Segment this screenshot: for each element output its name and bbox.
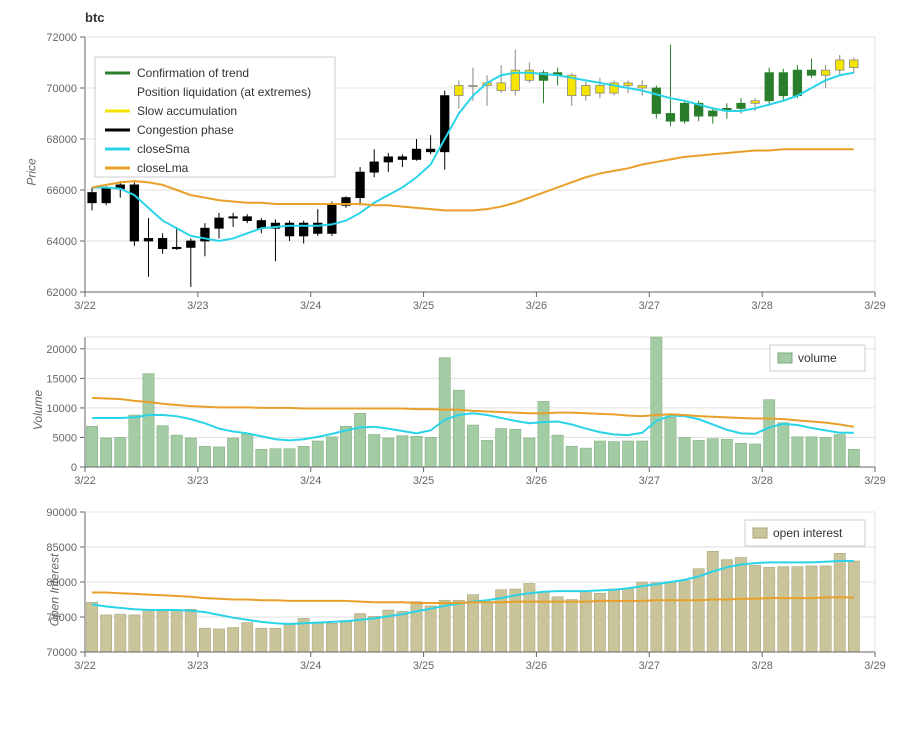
svg-text:3/23: 3/23	[187, 300, 208, 312]
svg-text:70000: 70000	[46, 647, 77, 659]
price-y-label: Price	[25, 158, 39, 185]
svg-text:3/24: 3/24	[300, 660, 321, 672]
svg-text:10000: 10000	[46, 403, 77, 415]
svg-text:3/25: 3/25	[413, 660, 434, 672]
svg-text:3/28: 3/28	[751, 300, 772, 312]
svg-text:Confirmation of trend: Confirmation of trend	[137, 66, 249, 80]
svg-text:Slow accumulation: Slow accumulation	[137, 104, 237, 118]
svg-text:3/27: 3/27	[639, 300, 660, 312]
svg-text:90000: 90000	[46, 507, 77, 519]
svg-text:66000: 66000	[46, 185, 77, 197]
svg-text:5000: 5000	[53, 432, 77, 444]
svg-text:3/29: 3/29	[864, 475, 885, 487]
svg-text:3/29: 3/29	[864, 660, 885, 672]
chart-title: btc	[85, 10, 890, 25]
volume-y-label: Volume	[31, 389, 45, 429]
svg-text:72000: 72000	[46, 32, 77, 44]
svg-text:3/23: 3/23	[187, 660, 208, 672]
svg-text:3/22: 3/22	[74, 475, 95, 487]
svg-text:3/26: 3/26	[526, 300, 547, 312]
price-panel: Price 62000 64000 66000 68000 70000 72000 3/22…	[10, 27, 890, 317]
svg-text:3/22: 3/22	[74, 300, 95, 312]
oi-panel: Open Interest 70000750008000085000900003…	[10, 502, 890, 677]
svg-text:85000: 85000	[46, 542, 77, 554]
svg-text:62000: 62000	[46, 287, 77, 299]
svg-text:3/26: 3/26	[526, 475, 547, 487]
svg-text:68000: 68000	[46, 134, 77, 146]
svg-text:3/28: 3/28	[751, 475, 772, 487]
chart-container: btc Price 62000 64000 66000 68000 70000 72000…	[10, 10, 890, 677]
volume-panel: Volume 0 5000 10000 15000 20000 3/22 3/23 3/24 3…	[10, 327, 890, 492]
volume-chart: 0 5000 10000 15000 20000 3/22 3/23 3/24 3/25 3/26…	[10, 327, 890, 492]
price-chart: 62000 64000 66000 68000 70000 72000 3/22 3/23 3/…	[10, 27, 890, 317]
svg-text:3/23: 3/23	[187, 475, 208, 487]
svg-text:20000: 20000	[46, 344, 77, 356]
svg-text:3/26: 3/26	[526, 660, 547, 672]
oi-chart: 70000750008000085000900003/223/233/243/2…	[10, 502, 890, 677]
svg-text:0: 0	[71, 462, 77, 474]
svg-text:closeLma: closeLma	[137, 161, 189, 175]
svg-text:volume: volume	[798, 351, 837, 365]
svg-text:3/24: 3/24	[300, 475, 321, 487]
svg-text:3/25: 3/25	[413, 475, 434, 487]
svg-text:3/27: 3/27	[639, 475, 660, 487]
svg-text:open interest: open interest	[773, 526, 843, 540]
svg-text:64000: 64000	[46, 236, 77, 248]
svg-text:3/24: 3/24	[300, 300, 321, 312]
svg-text:3/22: 3/22	[74, 660, 95, 672]
svg-text:Congestion phase: Congestion phase	[137, 123, 234, 137]
svg-text:3/27: 3/27	[639, 660, 660, 672]
svg-text:3/25: 3/25	[413, 300, 434, 312]
svg-text:70000: 70000	[46, 83, 77, 95]
svg-text:15000: 15000	[46, 373, 77, 385]
svg-text:Position liquidation (at extre: Position liquidation (at extremes)	[137, 85, 311, 99]
svg-text:closeSma: closeSma	[137, 142, 190, 156]
svg-text:3/28: 3/28	[751, 660, 772, 672]
oi-y-label: Open Interest	[47, 553, 61, 626]
svg-text:3/29: 3/29	[864, 300, 885, 312]
